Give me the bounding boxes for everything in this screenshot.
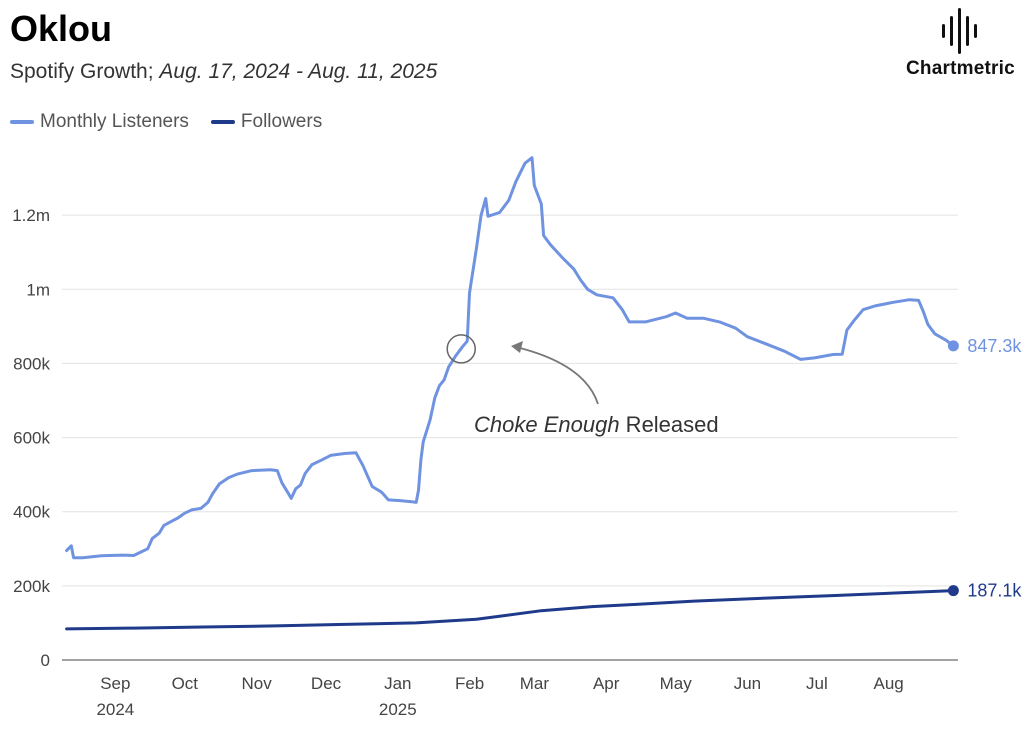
series-end-dot-followers (947, 585, 959, 597)
subtitle-date-range: Aug. 17, 2024 - Aug. 11, 2025 (159, 60, 438, 83)
y-tick-label: 200k (13, 577, 50, 596)
legend-swatch-monthly-listeners (10, 120, 34, 124)
series-line-monthly-listeners (65, 156, 955, 560)
chart-subtitle: Spotify Growth; Aug. 17, 2024 - Aug. 11,… (10, 60, 437, 84)
x-tick-year-label: 2025 (379, 700, 417, 719)
x-tick-label: Sep (100, 674, 130, 693)
x-tick-label: Oct (172, 674, 199, 693)
legend-item-monthly-listeners[interactable]: Monthly Listeners (10, 111, 189, 133)
x-tick-label: May (660, 674, 693, 693)
x-tick-label: Apr (593, 674, 620, 693)
legend-label-followers: Followers (240, 111, 323, 132)
annotation-arrow (515, 346, 599, 405)
y-tick-label: 400k (13, 503, 50, 522)
x-tick-label: Jul (806, 674, 828, 693)
series-line-followers (65, 589, 955, 631)
series-end-dot-monthly-listeners (947, 340, 959, 352)
x-tick-label: Jan (384, 674, 411, 693)
annotation-caption: Choke Enough Released (474, 412, 719, 437)
x-tick-label: Mar (520, 674, 550, 693)
y-tick-label: 800k (13, 354, 50, 373)
legend-swatch-followers (210, 120, 235, 124)
annotation-arrowhead (511, 341, 523, 353)
x-tick-label: Jun (734, 674, 761, 693)
annotation-release-text: Released (620, 412, 719, 437)
legend-item-followers[interactable]: Followers (210, 111, 323, 133)
x-tick-label: Feb (455, 674, 484, 693)
chartmetric-brand: Chartmetric (906, 6, 1018, 82)
x-tick-label: Aug (874, 674, 904, 693)
series-end-label-followers: 187.1k (967, 581, 1022, 601)
y-tick-label: 1m (26, 280, 50, 299)
brand-name: Chartmetric (906, 58, 1015, 79)
sound-wave-icon (942, 8, 977, 54)
y-tick-label: 0 (41, 651, 50, 670)
legend-label-monthly-listeners: Monthly Listeners (40, 111, 189, 132)
annotation-release-title: Choke Enough (474, 412, 620, 437)
y-tick-label: 600k (13, 429, 50, 448)
x-tick-label: Dec (311, 674, 342, 693)
page-title: Oklou (10, 8, 113, 49)
x-tick-year-label: 2024 (96, 700, 134, 719)
x-tick-label: Nov (241, 674, 272, 693)
series-end-label-monthly-listeners: 847.3k (967, 336, 1022, 356)
y-tick-label: 1.2m (12, 206, 50, 225)
chart-legend: Monthly Listeners Followers (10, 111, 322, 133)
subtitle-prefix: Spotify Growth; (10, 60, 154, 83)
annotation-circle (446, 334, 476, 364)
